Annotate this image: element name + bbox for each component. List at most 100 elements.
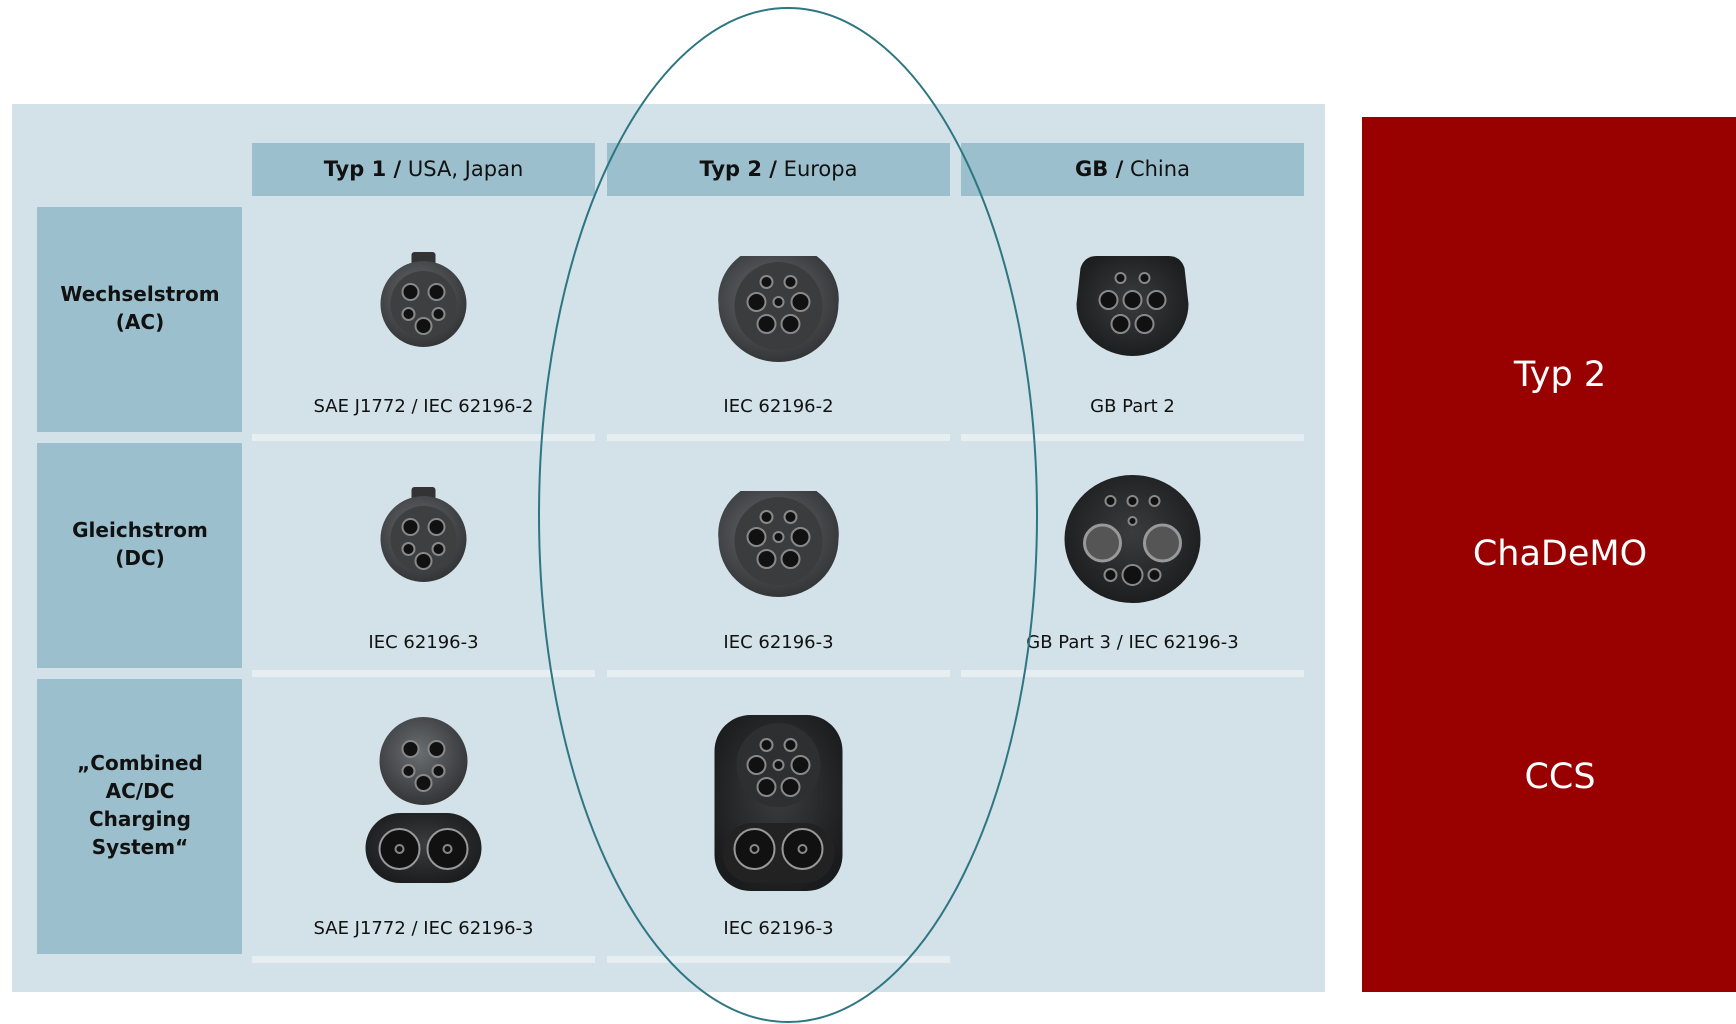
pin (1121, 564, 1144, 586)
cell-caption: GB Part 3 / IEC 62196-3 (1026, 632, 1238, 653)
pin (790, 292, 811, 312)
pin (1147, 568, 1162, 582)
pin (759, 275, 774, 289)
pin (749, 844, 760, 854)
body (379, 717, 468, 805)
pin (756, 777, 777, 797)
connector-icon (365, 717, 482, 883)
pin (401, 307, 416, 321)
cell-separator (961, 434, 1304, 441)
dc-pin (1083, 523, 1122, 563)
pin (1098, 290, 1119, 310)
row-label-cell (37, 679, 242, 954)
highlight-ellipse (538, 7, 1038, 1023)
pin (772, 296, 785, 308)
pin (780, 314, 801, 334)
pin (1126, 495, 1139, 507)
cell-separator (252, 670, 595, 677)
pin (1122, 290, 1143, 310)
pin (1103, 568, 1118, 582)
side-item: Typ 2 (1513, 355, 1606, 395)
header-bold: Typ 1 / (324, 157, 402, 181)
row-label: Wechselstrom (60, 282, 219, 306)
cell-separator (252, 956, 595, 963)
cell-caption: IEC 62196-3 (723, 918, 833, 939)
header-bold: GB / (1075, 157, 1124, 181)
cell-separator (961, 670, 1304, 677)
header-bold: Typ 2 / (700, 157, 778, 181)
connector-icon (718, 256, 839, 362)
cell-caption: IEC 62196-3 (723, 632, 833, 653)
pin (1104, 495, 1117, 507)
pin (401, 542, 416, 556)
pin (414, 317, 433, 335)
connector-icon (1064, 475, 1201, 603)
pin (783, 275, 798, 289)
row-label: (AC) (116, 310, 164, 334)
cell-separator (607, 434, 950, 441)
row-label: Gleichstrom (72, 518, 208, 542)
pin (746, 292, 767, 312)
side-panel (1362, 117, 1736, 992)
cell-separator (252, 434, 595, 441)
pin (1110, 314, 1131, 334)
header-regular: Europa (784, 157, 858, 181)
row-label: Charging (89, 807, 191, 831)
pin (427, 518, 446, 536)
header-text: GB / China (1075, 157, 1190, 181)
pin (780, 777, 801, 797)
header-text: Typ 1 / USA, Japan (324, 157, 524, 181)
pin (401, 283, 420, 301)
pin (431, 542, 446, 556)
cell-separator (607, 670, 950, 677)
connector-icon (714, 715, 843, 891)
pin (790, 755, 811, 775)
cell-separator (607, 956, 950, 963)
pin (394, 844, 405, 854)
header-cell (961, 143, 1304, 196)
cell-caption: SAE J1772 / IEC 62196-3 (314, 918, 534, 939)
row-label-cell (37, 443, 242, 668)
side-item: ChaDeMO (1473, 534, 1647, 574)
connector-icon (1076, 256, 1189, 357)
dc-pin (1143, 523, 1182, 563)
pin (783, 510, 798, 524)
pin (783, 738, 798, 752)
header-cell (607, 143, 950, 196)
pin (442, 844, 453, 854)
row-label: AC/DC (106, 779, 175, 803)
body (1064, 475, 1201, 603)
pin (746, 527, 767, 547)
cell-caption: GB Part 2 (1090, 396, 1175, 417)
pin (759, 510, 774, 524)
pin (756, 549, 777, 569)
row-label-cell (37, 207, 242, 432)
pin (431, 307, 446, 321)
pin (1146, 290, 1167, 310)
pin (772, 531, 785, 543)
pin (780, 549, 801, 569)
pin (1148, 495, 1161, 507)
pin (401, 764, 416, 778)
pin (1127, 516, 1138, 526)
pin (772, 759, 785, 771)
connector-icon (380, 252, 467, 347)
pin (1114, 272, 1127, 284)
row-label: System“ (92, 835, 188, 859)
connector-icon (380, 487, 467, 582)
connector-icon (718, 491, 839, 597)
pin (797, 844, 808, 854)
pin (401, 740, 420, 758)
pin (756, 314, 777, 334)
pin (759, 738, 774, 752)
pin (790, 527, 811, 547)
header-regular: China (1130, 157, 1190, 181)
header-cell (252, 143, 595, 196)
side-item: CCS (1524, 757, 1595, 797)
header-text: Typ 2 / Europa (700, 157, 858, 181)
pin (414, 774, 433, 792)
pin (431, 764, 446, 778)
pin (427, 740, 446, 758)
pin (1134, 314, 1155, 334)
